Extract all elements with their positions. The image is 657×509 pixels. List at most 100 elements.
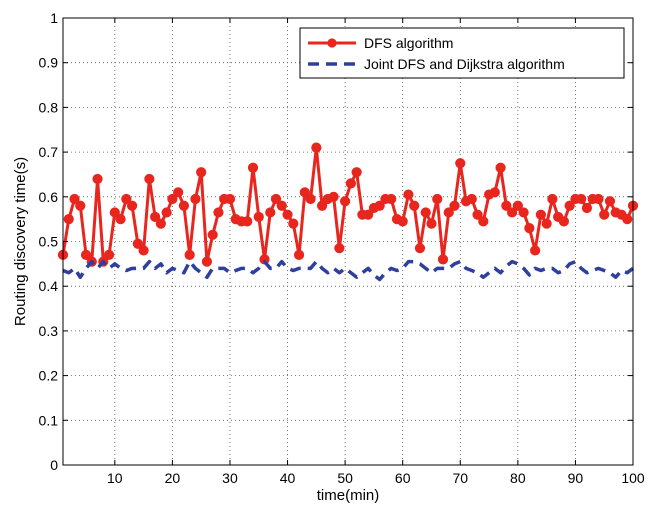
data-point-dfs (103, 249, 115, 261)
data-point-dfs (138, 245, 149, 256)
x-tick-label: 30 (222, 470, 238, 486)
data-point-dfs (196, 167, 207, 178)
data-point-dfs (288, 218, 299, 229)
data-point-dfs (420, 207, 431, 218)
x-tick-label: 100 (621, 470, 645, 486)
data-point-dfs (564, 200, 575, 211)
data-point-dfs (305, 193, 316, 205)
data-point-dfs (207, 229, 218, 240)
y-tick-label: 0.4 (39, 278, 59, 294)
series-line-joint (62, 259, 635, 282)
y-tick-label: 1 (50, 10, 58, 26)
data-point-dfs (201, 256, 213, 267)
data-point-dfs (547, 193, 558, 205)
x-tick-label: 50 (337, 470, 353, 486)
data-point-dfs (576, 193, 587, 205)
x-tick-label: 70 (452, 470, 468, 486)
data-point-dfs (63, 214, 74, 225)
y-axis-label: Routing discovery time(s) (12, 157, 29, 326)
x-tick-label: 90 (568, 470, 584, 486)
data-point-dfs (270, 193, 282, 205)
data-point-dfs (449, 200, 460, 211)
legend: DFS algorithm Joint DFS and Dijkstra alg… (299, 27, 625, 79)
data-point-dfs (340, 196, 351, 207)
grid-lines (63, 17, 634, 466)
data-point-dfs (155, 218, 166, 229)
data-point-dfs (69, 193, 80, 205)
data-point-dfs (311, 142, 322, 153)
data-point-dfs (224, 193, 236, 205)
data-point-dfs (316, 200, 328, 211)
data-point-dfs (466, 193, 477, 205)
data-point-dfs (328, 191, 339, 202)
data-point-dfs (126, 200, 138, 211)
data-point-dfs (604, 196, 616, 207)
data-point-dfs (282, 209, 293, 220)
y-tick-label: 0.7 (39, 144, 59, 160)
series-layer (57, 142, 639, 282)
x-tick-label: 10 (107, 470, 123, 486)
data-point-dfs (351, 167, 362, 178)
x-tick-label: 60 (395, 470, 411, 486)
legend-label-dfs: DFS algorithm (364, 35, 453, 51)
data-point-dfs (558, 216, 570, 227)
data-point-dfs (178, 200, 190, 211)
data-point-dfs (593, 193, 604, 205)
data-point-dfs (161, 207, 172, 218)
data-point-dfs (109, 207, 120, 218)
legend-marker-dfs (327, 38, 337, 48)
data-point-dfs (495, 162, 506, 173)
y-tick-label: 0.2 (39, 368, 59, 384)
data-point-dfs (403, 189, 414, 200)
data-point-dfs (242, 216, 253, 227)
data-point-dfs (443, 207, 454, 218)
data-point-dfs (478, 216, 489, 227)
data-point-dfs (276, 200, 287, 211)
data-point-dfs (132, 238, 143, 249)
x-tick-label: 40 (280, 470, 296, 486)
data-point-dfs (363, 209, 374, 220)
data-point-dfs (190, 193, 201, 205)
y-tick-label: 0.3 (39, 323, 59, 339)
data-point-dfs (524, 222, 535, 234)
data-point-dfs (386, 193, 397, 205)
data-point-dfs (501, 200, 512, 211)
data-point-dfs (397, 216, 408, 227)
data-point-dfs (299, 187, 310, 198)
data-point-dfs (599, 209, 610, 220)
data-point-dfs (409, 200, 420, 211)
data-point-dfs (622, 214, 633, 225)
axis-ticks: 10 20 30 40 50 60 70 80 90 100 0 0.1 0.2 0.3 0.4 0.5 0.6… (39, 10, 645, 486)
data-point-dfs (432, 193, 443, 205)
y-tick-label: 0.6 (39, 189, 59, 205)
data-point-dfs (167, 193, 178, 205)
data-point-dfs (173, 187, 184, 198)
data-point-dfs (293, 249, 305, 261)
data-point-dfs (115, 214, 126, 225)
y-tick-label: 0.8 (39, 99, 59, 115)
data-point-dfs (530, 245, 541, 256)
legend-label-joint: Joint DFS and Dijkstra algorithm (364, 56, 565, 72)
x-axis-label: time(min) (317, 487, 380, 504)
x-tick-label: 80 (510, 470, 526, 486)
data-point-dfs (437, 254, 449, 265)
data-point-dfs (213, 207, 224, 218)
data-point-dfs (334, 243, 345, 254)
data-point-dfs (535, 209, 546, 220)
data-point-dfs (541, 218, 552, 229)
data-point-dfs (265, 207, 276, 218)
data-point-dfs (345, 178, 356, 189)
y-tick-label: 0.9 (39, 55, 59, 71)
x-tick-label: 20 (165, 470, 181, 486)
data-point-dfs (80, 249, 92, 261)
data-point-dfs (253, 211, 264, 223)
data-point-dfs (472, 209, 483, 220)
data-point-dfs (75, 200, 86, 211)
data-point-dfs (455, 158, 466, 169)
y-tick-label: 0.5 (39, 234, 59, 250)
data-point-dfs (247, 162, 259, 173)
data-point-dfs (512, 200, 523, 211)
legend-box (299, 27, 625, 79)
data-point-dfs (581, 202, 593, 214)
